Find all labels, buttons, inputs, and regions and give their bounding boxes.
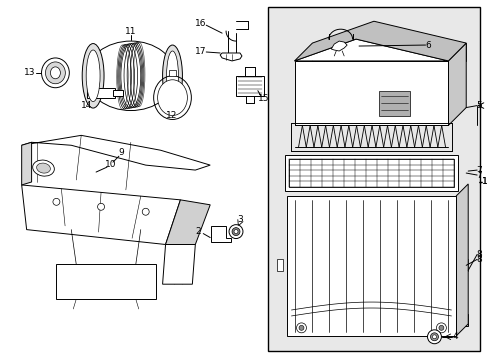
Polygon shape	[21, 135, 210, 170]
Polygon shape	[162, 244, 195, 284]
Circle shape	[429, 333, 438, 341]
Text: 3: 3	[237, 215, 243, 224]
Text: 17: 17	[194, 46, 205, 55]
Text: 2: 2	[195, 227, 201, 236]
Polygon shape	[236, 76, 263, 96]
Bar	[113, 90, 122, 96]
Circle shape	[431, 335, 436, 339]
Circle shape	[142, 208, 149, 215]
Circle shape	[436, 323, 446, 333]
Circle shape	[234, 230, 238, 234]
Text: 9: 9	[118, 148, 123, 157]
Text: 1: 1	[481, 177, 487, 186]
Polygon shape	[447, 43, 465, 125]
Polygon shape	[312, 43, 465, 61]
Circle shape	[438, 325, 443, 330]
Polygon shape	[56, 264, 155, 299]
Text: 14: 14	[81, 101, 92, 110]
Circle shape	[232, 228, 240, 235]
Polygon shape	[330, 41, 346, 51]
Text: 4: 4	[451, 332, 457, 341]
Polygon shape	[286, 196, 455, 336]
Text: 1: 1	[481, 177, 487, 186]
Polygon shape	[294, 39, 447, 61]
Text: 12: 12	[165, 111, 177, 120]
Bar	[276, 260, 282, 271]
Text: 8: 8	[475, 255, 481, 264]
Circle shape	[296, 323, 306, 333]
Ellipse shape	[45, 62, 65, 84]
Polygon shape	[220, 53, 242, 61]
Text: 7: 7	[475, 166, 481, 175]
Ellipse shape	[166, 51, 178, 100]
Ellipse shape	[41, 58, 69, 88]
Polygon shape	[165, 200, 210, 244]
Ellipse shape	[86, 50, 100, 102]
Bar	[87, 88, 115, 98]
Text: 10: 10	[105, 159, 117, 168]
Circle shape	[228, 225, 243, 239]
Polygon shape	[211, 226, 230, 242]
Text: 8: 8	[475, 250, 481, 259]
Ellipse shape	[33, 160, 54, 176]
Circle shape	[98, 203, 104, 210]
Polygon shape	[378, 91, 409, 116]
Ellipse shape	[82, 44, 104, 108]
Text: 11: 11	[125, 27, 136, 36]
Text: 16: 16	[194, 19, 205, 28]
Polygon shape	[455, 184, 467, 336]
Circle shape	[298, 325, 304, 330]
Text: 15: 15	[258, 94, 269, 103]
Polygon shape	[21, 185, 180, 244]
Ellipse shape	[157, 80, 187, 116]
Circle shape	[427, 330, 441, 344]
Polygon shape	[284, 155, 457, 191]
Polygon shape	[294, 61, 447, 125]
Text: 7: 7	[475, 171, 481, 180]
Text: 13: 13	[24, 68, 35, 77]
Ellipse shape	[37, 163, 50, 173]
Ellipse shape	[86, 41, 175, 111]
Bar	[461, 260, 467, 271]
Polygon shape	[294, 21, 465, 61]
Ellipse shape	[162, 45, 182, 107]
Polygon shape	[168, 70, 176, 76]
Circle shape	[53, 198, 60, 205]
Text: 6: 6	[425, 41, 430, 50]
Ellipse shape	[50, 67, 60, 79]
Polygon shape	[21, 142, 32, 185]
Text: 5: 5	[475, 101, 481, 110]
Bar	[267, 7, 479, 351]
Polygon shape	[298, 314, 467, 326]
